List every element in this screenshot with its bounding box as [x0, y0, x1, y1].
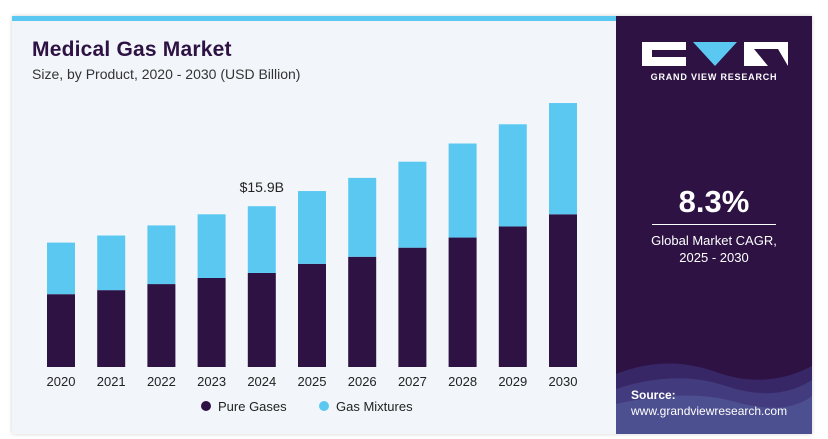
source-link[interactable]: www.grandviewresearch.com: [631, 404, 788, 418]
chart-card: Medical Gas Market Size, by Product, 202…: [12, 16, 812, 434]
x-tick-label: 2028: [448, 374, 477, 389]
x-tick-label: 2027: [398, 374, 427, 389]
x-tick-label: 2023: [197, 374, 226, 389]
bar-pure-gases-2021: [97, 290, 126, 367]
bar-chart: 2020 2021 2022 2023 2024 2025 2026 2027 2028 2029…: [47, 103, 578, 414]
bar-gas-mixtures-2029: [498, 124, 527, 227]
legend-label-pure-gases: Pure Gases: [218, 399, 287, 414]
chart-title: Medical Gas Market: [32, 38, 232, 61]
legend-swatch-pure-gases: [201, 401, 211, 411]
legend-label-gas-mixtures: Gas Mixtures: [336, 399, 413, 414]
data-label-2024: $15.9B: [240, 179, 284, 195]
bar-gas-mixtures-2024: [247, 206, 276, 273]
bar-gas-mixtures-2022: [147, 225, 176, 285]
bar-pure-gases-2029: [498, 226, 527, 367]
bar-pure-gases-2028: [448, 237, 477, 367]
bar-gas-mixtures-2021: [97, 235, 126, 291]
bar-gas-mixtures-2027: [398, 161, 427, 248]
cagr-label-line: Global Market CAGR,: [651, 233, 777, 248]
x-tick-label: 2025: [298, 374, 327, 389]
x-tick-label: 2030: [549, 374, 578, 389]
bar-pure-gases-2023: [197, 278, 226, 367]
source-label: Source:: [631, 388, 676, 402]
wave-decoration: [616, 363, 812, 434]
grand-view-research-logo: [642, 42, 788, 66]
bar-pure-gases-2020: [47, 294, 75, 367]
x-tick-label: 2029: [498, 374, 527, 389]
chart-subtitle: Size, by Product, 2020 - 2030 (USD Billi…: [32, 66, 301, 82]
bar-pure-gases-2027: [398, 247, 427, 367]
bar-gas-mixtures-2028: [448, 143, 477, 238]
cagr-period: 2025 - 2030: [679, 250, 749, 265]
bar-pure-gases-2024: [247, 272, 276, 367]
bar-pure-gases-2030: [549, 214, 577, 367]
x-tick-label: 2026: [348, 374, 377, 389]
bar-gas-mixtures-2023: [197, 214, 226, 279]
cagr-value: 8.3%: [678, 184, 750, 219]
bar-pure-gases-2022: [147, 284, 176, 367]
bar-gas-mixtures-2026: [348, 177, 377, 257]
bar-gas-mixtures-2020: [47, 242, 75, 295]
bar-gas-mixtures-2030: [549, 103, 577, 215]
x-tick-label: 2020: [47, 374, 76, 389]
accent-bar: [12, 16, 616, 21]
cagr-label: Global Market CAGR, 2025 - 2030: [616, 232, 812, 266]
bar-pure-gases-2026: [348, 256, 377, 367]
x-tick-label: 2022: [147, 374, 176, 389]
legend-swatch-gas-mixtures: [319, 401, 329, 411]
x-tick-label: 2021: [97, 374, 126, 389]
sidebar-panel: GRAND VIEW RESEARCH 8.3% Global Market C…: [616, 16, 812, 434]
x-tick-label: 2024: [247, 374, 276, 389]
brand-name: GRAND VIEW RESEARCH: [650, 72, 778, 82]
cagr-divider: [652, 224, 776, 225]
bar-gas-mixtures-2025: [298, 191, 326, 264]
bar-pure-gases-2025: [298, 263, 326, 367]
